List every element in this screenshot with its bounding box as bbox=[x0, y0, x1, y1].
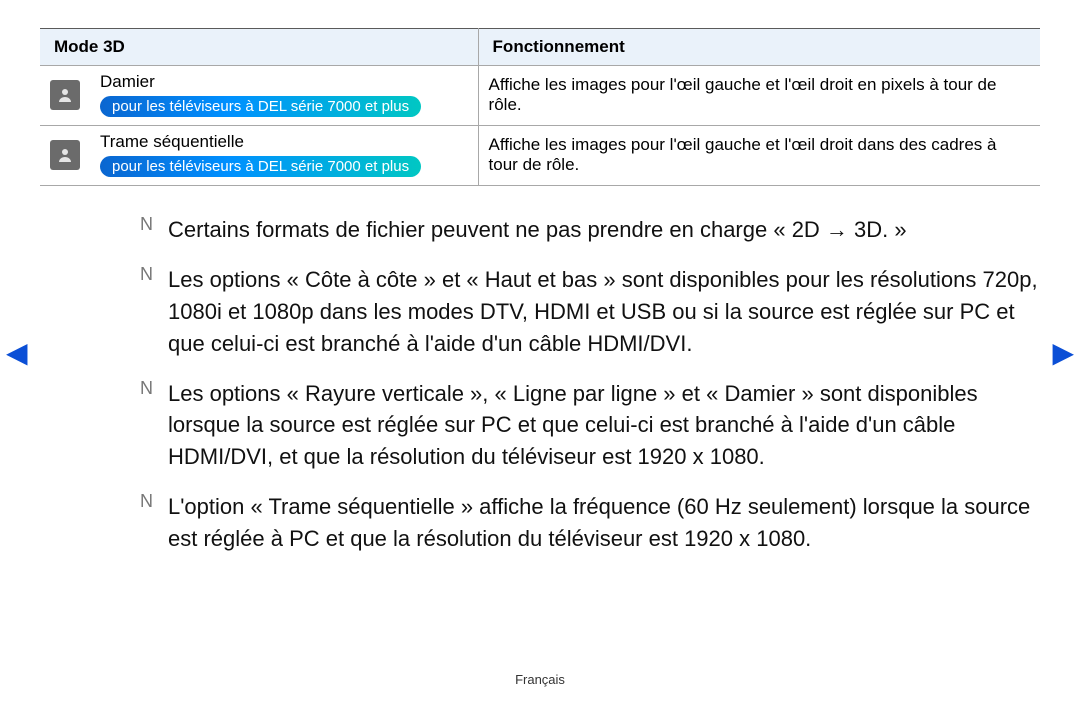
note-text: Certains formats de fichier peuvent ne p… bbox=[168, 214, 907, 246]
mode-cell: Trame séquentielle pour les téléviseurs … bbox=[90, 126, 478, 186]
mode-pill: pour les téléviseurs à DEL série 7000 et… bbox=[100, 96, 421, 117]
note-item: N Certains formats de fichier peuvent ne… bbox=[140, 214, 1040, 246]
mode-name: Damier bbox=[100, 72, 468, 92]
page-content: Mode 3D Fonctionnement Damier pour les t… bbox=[0, 0, 1080, 555]
table-row: Trame séquentielle pour les téléviseurs … bbox=[40, 126, 1040, 186]
notes-section: N Certains formats de fichier peuvent ne… bbox=[40, 214, 1040, 555]
col-header-mode: Mode 3D bbox=[40, 29, 478, 66]
note-text: Les options « Côte à côte » et « Haut et… bbox=[168, 264, 1040, 360]
note-item: N Les options « Rayure verticale », « Li… bbox=[140, 378, 1040, 474]
col-header-func: Fonctionnement bbox=[478, 29, 1040, 66]
mode-icon-cell bbox=[40, 126, 90, 186]
checker-3d-icon bbox=[50, 80, 80, 110]
mode-cell: Damier pour les téléviseurs à DEL série … bbox=[90, 66, 478, 126]
mode-table: Mode 3D Fonctionnement Damier pour les t… bbox=[40, 28, 1040, 186]
note-mark-icon: N bbox=[140, 264, 168, 360]
note-mark-icon: N bbox=[140, 214, 168, 246]
mode-name: Trame séquentielle bbox=[100, 132, 468, 152]
note-item: N Les options « Côte à côte » et « Haut … bbox=[140, 264, 1040, 360]
note-mark-icon: N bbox=[140, 491, 168, 555]
note-mark-icon: N bbox=[140, 378, 168, 474]
mode-icon-cell bbox=[40, 66, 90, 126]
frame-3d-icon bbox=[50, 140, 80, 170]
prev-page-button[interactable]: ◀ bbox=[6, 339, 28, 367]
note-item: N L'option « Trame séquentielle » affich… bbox=[140, 491, 1040, 555]
table-row: Damier pour les téléviseurs à DEL série … bbox=[40, 66, 1040, 126]
mode-pill: pour les téléviseurs à DEL série 7000 et… bbox=[100, 156, 421, 177]
page-footer-language: Français bbox=[0, 672, 1080, 687]
mode-desc: Affiche les images pour l'œil gauche et … bbox=[478, 126, 1040, 186]
mode-desc: Affiche les images pour l'œil gauche et … bbox=[478, 66, 1040, 126]
note-text: Les options « Rayure verticale », « Lign… bbox=[168, 378, 1040, 474]
note-text: L'option « Trame séquentielle » affiche … bbox=[168, 491, 1040, 555]
next-page-button[interactable]: ▶ bbox=[1052, 339, 1074, 367]
